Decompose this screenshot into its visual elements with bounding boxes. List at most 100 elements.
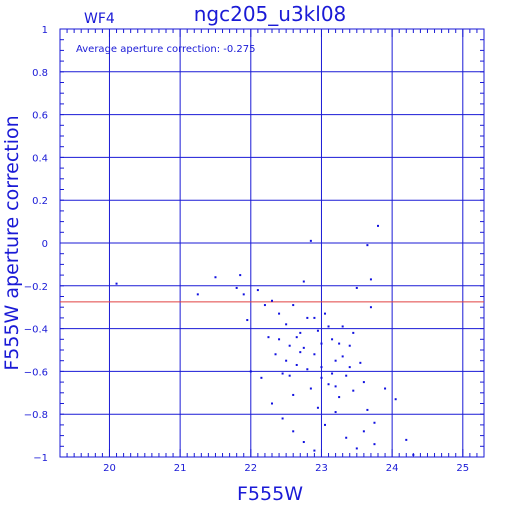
data-point [345, 374, 348, 377]
data-point [327, 383, 330, 386]
data-point [348, 344, 351, 347]
data-point [362, 381, 365, 384]
data-point [334, 359, 337, 362]
data-point [256, 289, 259, 292]
data-point [313, 353, 316, 356]
y-tick-label: 0.2 [32, 196, 48, 207]
data-point [299, 331, 302, 334]
data-point [366, 244, 369, 247]
data-point [373, 443, 376, 446]
data-points [115, 224, 415, 456]
data-point [235, 286, 238, 289]
data-point [292, 304, 295, 307]
x-tick-label: 25 [456, 463, 469, 474]
y-tick-label: 0.4 [32, 153, 48, 164]
data-point [214, 276, 217, 279]
y-tick-label: −0.8 [24, 410, 48, 421]
data-point [327, 325, 330, 328]
data-point [355, 286, 358, 289]
data-point [331, 372, 334, 375]
data-point [355, 447, 358, 450]
data-point [394, 398, 397, 401]
data-point [348, 366, 351, 369]
minor-ticks [59, 28, 485, 458]
y-tick-label: 0.8 [32, 68, 48, 79]
data-point [306, 316, 309, 319]
y-tick-labels: 1 0.8 0.6 0.4 0.2 0 −0.2 −0.4 −0.6 −0.8 −1 [24, 25, 48, 464]
x-tick-label: 20 [103, 463, 116, 474]
x-tick-label: 24 [386, 463, 399, 474]
data-point [320, 342, 323, 345]
data-point [324, 312, 326, 315]
data-point [242, 293, 245, 296]
data-point [334, 385, 337, 388]
data-point [341, 325, 344, 328]
data-point [263, 304, 266, 307]
data-point [313, 449, 316, 452]
data-point [359, 361, 362, 364]
data-point [352, 331, 355, 334]
average-annotation: Average aperture correction: -0.275 [76, 44, 256, 55]
data-point [288, 344, 291, 347]
data-point [306, 368, 309, 371]
data-point [274, 353, 277, 356]
data-point [292, 393, 295, 396]
data-point [295, 336, 298, 339]
data-point [302, 441, 305, 444]
data-point [338, 342, 341, 345]
data-point [316, 406, 319, 409]
y-axis-label: F555W aperture correction [1, 115, 23, 370]
data-point [271, 402, 273, 405]
data-point [196, 293, 199, 296]
data-point [302, 346, 305, 349]
data-point [267, 336, 270, 339]
data-point [384, 387, 387, 390]
x-tick-label: 21 [174, 463, 187, 474]
data-point [412, 453, 415, 456]
data-point [334, 411, 337, 414]
data-point [292, 430, 295, 433]
data-point [377, 224, 379, 227]
data-point [288, 374, 291, 377]
chart-subtitle: WF4 [84, 11, 115, 27]
data-point [362, 430, 365, 433]
data-point [115, 282, 118, 285]
data-point [313, 316, 316, 319]
x-axis-label: F555W [237, 483, 303, 505]
data-point [345, 436, 348, 439]
y-tick-label: 0.6 [32, 111, 48, 122]
data-point [369, 278, 372, 281]
data-point [324, 423, 326, 426]
y-tick-label: −0.4 [24, 325, 48, 336]
data-point [302, 280, 305, 283]
data-point [309, 387, 312, 390]
y-tick-label: −0.2 [24, 282, 48, 293]
data-point [299, 351, 302, 354]
y-tick-label: 0 [42, 239, 48, 250]
data-point [271, 299, 273, 302]
data-point [278, 338, 281, 341]
data-point [285, 323, 288, 326]
data-point [341, 355, 344, 358]
data-point [260, 376, 263, 379]
data-point [281, 372, 284, 375]
data-point [331, 338, 334, 341]
x-tick-label: 22 [244, 463, 257, 474]
x-tick-labels: 20 21 22 23 24 25 [103, 463, 469, 474]
data-point [373, 421, 376, 424]
data-point [320, 376, 323, 379]
data-point [352, 389, 355, 392]
data-point [278, 312, 281, 315]
chart-title: ngc205_u3kl08 [194, 2, 347, 26]
data-point [285, 359, 288, 362]
y-tick-label: 1 [42, 25, 48, 36]
y-tick-label: −1 [33, 453, 48, 464]
data-point [239, 274, 242, 277]
data-point [366, 408, 369, 411]
data-point [309, 239, 312, 242]
data-point [320, 366, 323, 369]
data-point [405, 438, 408, 441]
data-point [338, 396, 341, 399]
data-point [369, 306, 372, 309]
